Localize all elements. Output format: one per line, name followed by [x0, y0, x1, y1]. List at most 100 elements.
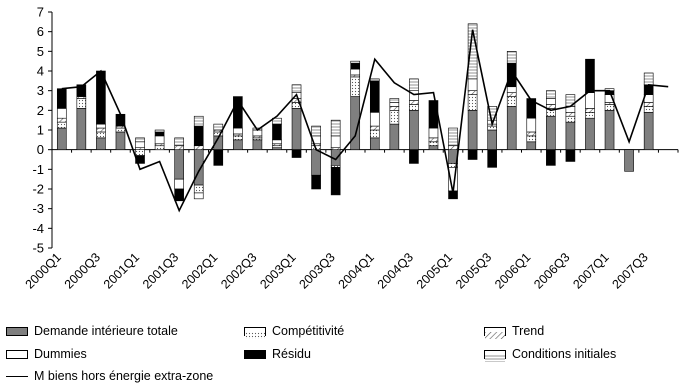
legend-swatch-competitivite: [244, 326, 266, 339]
bar-segment: [526, 117, 537, 133]
bar-segment: [467, 90, 478, 95]
bar-segment: [96, 137, 106, 150]
bar-segment: [350, 68, 361, 76]
bar-segment: [448, 127, 458, 147]
legend-swatch-dummies: [6, 349, 28, 359]
bar-segment: [409, 100, 419, 105]
bar-segment: [409, 110, 419, 150]
bar-segment: [546, 90, 556, 99]
bar-segment: [56, 121, 67, 129]
bar-segment: [546, 98, 556, 105]
x-tick-label: 2006Q1: [492, 250, 533, 291]
y-tick-label: 4: [37, 64, 44, 79]
bar-segment: [135, 149, 145, 156]
series-line-m-biens: [61, 29, 669, 213]
x-tick-label: 2002Q3: [218, 250, 259, 291]
bar-segment: [154, 145, 165, 150]
bar-segment: [233, 135, 243, 141]
bar-segment: [369, 78, 380, 82]
bar-segment: [56, 117, 67, 123]
bar-segment: [526, 141, 537, 150]
bar-segment: [585, 58, 595, 93]
bar-segment: [604, 104, 615, 111]
bar-segment: [96, 131, 106, 139]
bar-segment: [233, 96, 243, 129]
bar-segment: [272, 117, 282, 125]
bar-segment: [174, 145, 184, 150]
bar-segment: [96, 127, 106, 133]
legend-swatch-line: [6, 375, 28, 377]
bar-segment: [369, 80, 380, 113]
bar-segment: [467, 149, 478, 160]
bar-segment: [585, 108, 595, 113]
x-tick-label: 2005Q3: [453, 250, 494, 291]
bars-layer: [56, 23, 654, 202]
bar-segment: [76, 84, 87, 97]
bar-segment: [643, 102, 654, 107]
bar-segment: [428, 127, 439, 139]
bar-segment: [291, 149, 302, 158]
y-tick-label: 7: [37, 5, 44, 20]
legend-item-dummies: Dummies: [6, 347, 87, 361]
bar-segment: [174, 149, 184, 180]
bar-segment: [154, 129, 165, 133]
bar-segment: [193, 145, 204, 150]
bar-segment: [506, 51, 517, 64]
bar-segment: [526, 98, 537, 119]
bar-segment: [174, 137, 184, 147]
y-tick-label: 2: [37, 103, 44, 118]
legend-swatch-residu: [244, 349, 266, 359]
legend-label-trend: Trend: [512, 324, 545, 338]
bar-segment: [487, 149, 497, 168]
bar-segment: [213, 123, 224, 131]
bar-segment: [389, 102, 400, 107]
bar-segment: [272, 139, 282, 145]
bar-segment: [389, 110, 400, 125]
bar-segment: [115, 131, 126, 150]
bar-segment: [369, 129, 380, 139]
legend-label-dummies: Dummies: [34, 347, 87, 361]
y-tick-label: -1: [32, 162, 44, 177]
x-tick-label: 2001Q1: [101, 250, 142, 291]
bar-segment: [565, 115, 576, 123]
bar-segment: [409, 104, 419, 111]
bar-segment: [56, 108, 67, 119]
y-tick-label: 1: [37, 123, 44, 138]
bar-segment: [174, 178, 184, 190]
y-tick-label: 3: [37, 83, 44, 98]
y-tick-label: -5: [32, 241, 44, 256]
x-tick-label: 2000Q3: [62, 250, 103, 291]
bar-segment: [565, 112, 576, 117]
y-tick-label: -4: [32, 221, 44, 236]
x-tick-label: 2003Q3: [296, 250, 337, 291]
bar-segment: [467, 78, 478, 91]
bar-segment: [252, 139, 263, 150]
bar-segment: [585, 117, 595, 150]
bar-segment: [467, 110, 478, 150]
x-tick-label: 2000Q1: [23, 250, 64, 291]
bar-segment: [154, 135, 165, 145]
bar-segment: [291, 84, 302, 93]
x-tick-label: 2006Q3: [531, 250, 572, 291]
legend-item-line: M biens hors énergie extra-zone: [6, 369, 213, 383]
bar-segment: [546, 104, 556, 109]
bar-segment: [487, 129, 497, 150]
bar-segment: [585, 92, 595, 109]
y-tick-label: -3: [32, 201, 44, 216]
bar-segment: [193, 125, 204, 147]
bar-segment: [56, 88, 67, 109]
bar-segment: [506, 106, 517, 150]
bar-segment: [193, 115, 204, 127]
bar-segment: [565, 149, 576, 162]
legend-item-residu: Résidu: [244, 347, 311, 361]
legend-item-demande: Demande intérieure totale: [6, 324, 178, 338]
bar-segment: [193, 184, 204, 194]
bar-segment: [546, 149, 556, 166]
legend-label-line: M biens hors énergie extra-zone: [34, 369, 214, 383]
legend: Demande intérieure totale Compétitivité …: [0, 316, 680, 385]
bar-segment: [96, 123, 106, 129]
bar-segment: [213, 149, 224, 166]
bar-segment: [135, 141, 145, 149]
